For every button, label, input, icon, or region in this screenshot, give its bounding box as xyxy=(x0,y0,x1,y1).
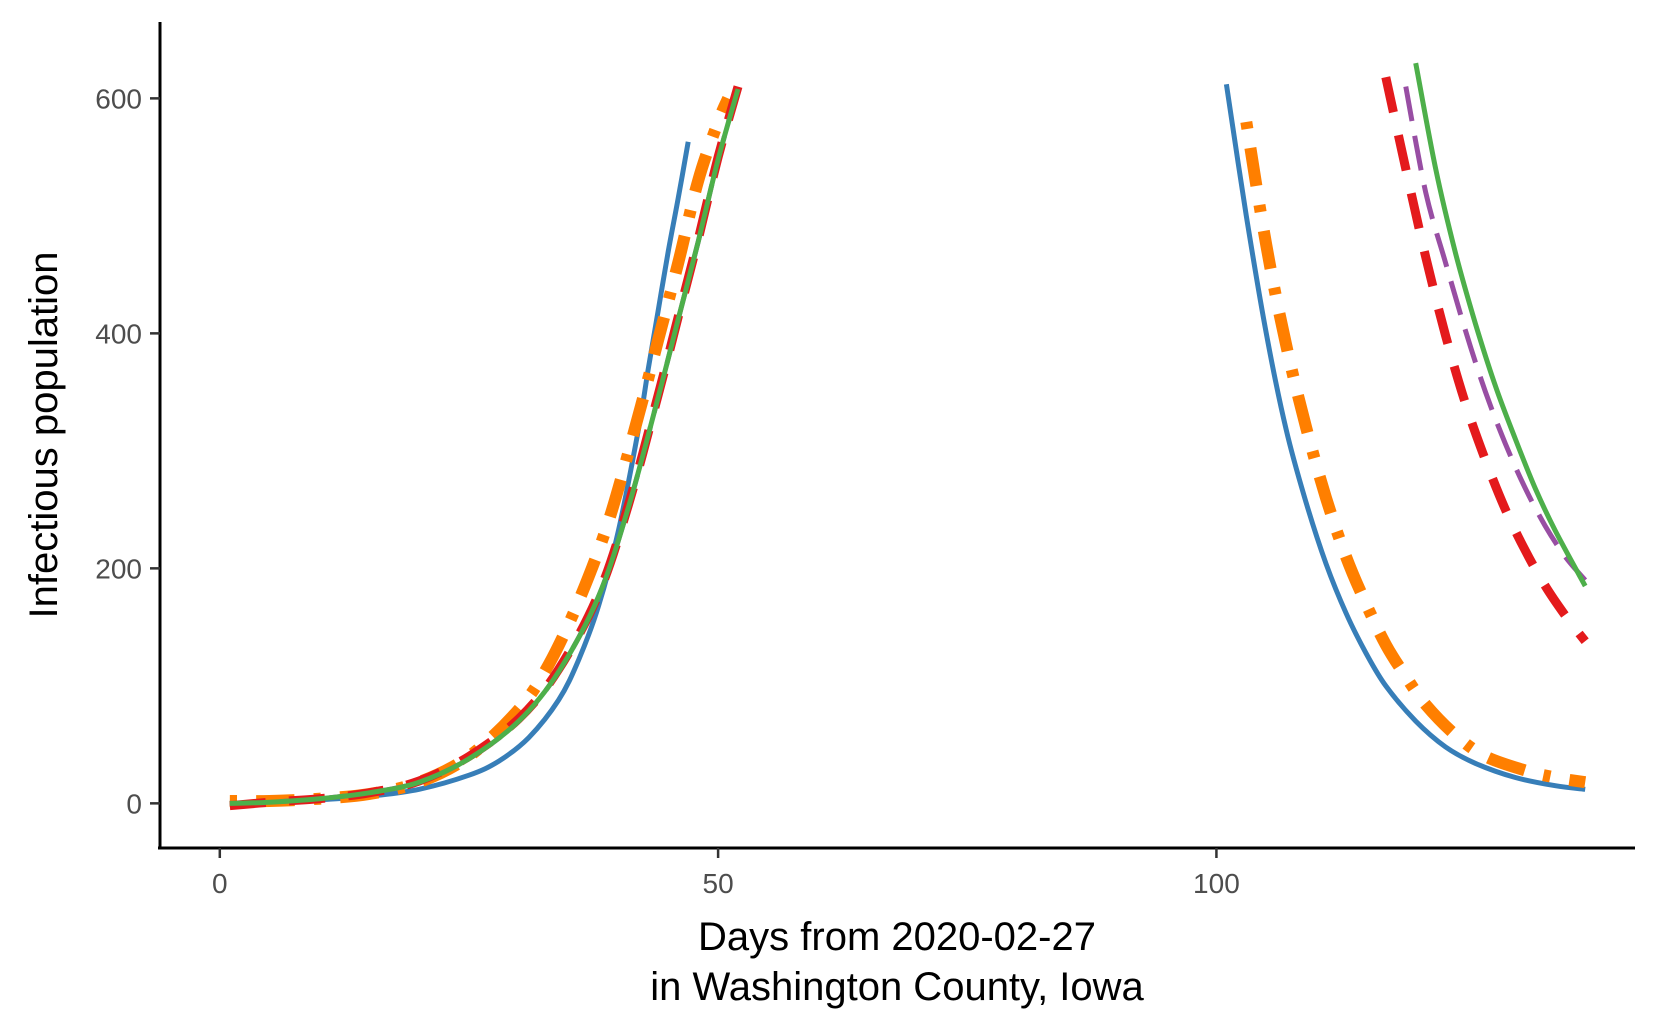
x-tick-label: 0 xyxy=(212,868,228,899)
series-4-line-segment-1 xyxy=(229,85,743,811)
series-1-line-segment-1 xyxy=(229,141,691,806)
series-5-line-segment-1 xyxy=(229,88,741,806)
series-5-line-segment-2 xyxy=(1413,62,1588,588)
x-tick-label: 50 xyxy=(703,868,734,899)
series-2-line-segment-2 xyxy=(1240,120,1587,789)
series-2-line-segment-1 xyxy=(229,95,734,808)
plot-area xyxy=(229,62,1589,811)
y-axis: 0 200 400 600 xyxy=(95,22,162,848)
y-tick-label: 0 xyxy=(126,788,142,819)
x-axis-title-line-1: Days from 2020-02-27 xyxy=(698,915,1096,959)
series-1-line-segment-2 xyxy=(1223,83,1586,792)
series-3-line-segment-2 xyxy=(1403,86,1588,582)
y-tick-label: 400 xyxy=(95,318,142,349)
x-axis-title-line-2: in Washington County, Iowa xyxy=(650,965,1144,1009)
x-axis: 0 50 100 xyxy=(158,846,1635,899)
series-3-line-segment-1 xyxy=(229,88,741,806)
series-4-line-segment-2 xyxy=(1381,76,1589,644)
y-tick-label: 200 xyxy=(95,553,142,584)
y-tick-label: 600 xyxy=(95,83,142,114)
y-axis-title: Infectious population xyxy=(22,252,66,619)
x-tick-label: 100 xyxy=(1193,868,1240,899)
